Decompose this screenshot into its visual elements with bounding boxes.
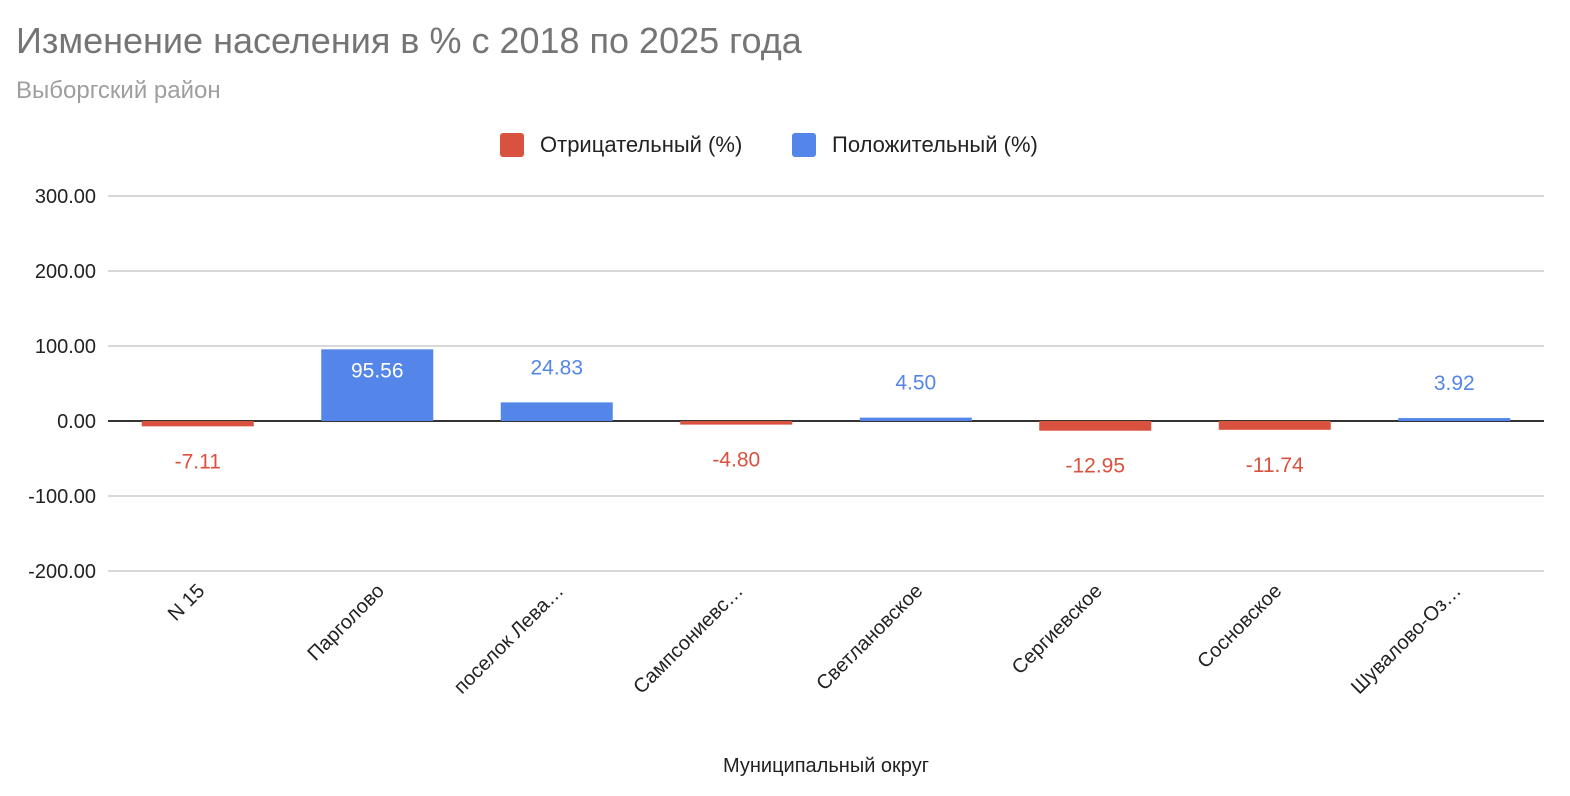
x-tick-label: поселок Лева… (450, 580, 568, 698)
chart-title: Изменение населения в % с 2018 по 2025 г… (16, 20, 803, 61)
x-tick-label: Сампсониевс… (629, 580, 747, 698)
data-label: 95.56 (351, 359, 404, 382)
x-tick-label: Парголово (303, 580, 388, 665)
x-tick-label: Сергиевское (1008, 580, 1107, 679)
x-tick-label: Светлановское (812, 580, 927, 695)
data-label: 4.50 (895, 372, 936, 395)
data-label: 24.83 (530, 356, 583, 379)
bar-positive (859, 417, 972, 421)
legend-label-positive: Положительный (%) (832, 132, 1038, 157)
legend-swatch-negative (500, 133, 524, 157)
y-tick-label: 300.00 (35, 186, 96, 208)
bar-positive (500, 402, 613, 421)
data-label: -7.11 (175, 450, 221, 473)
x-tick-label: Шувалово-Оз… (1347, 580, 1466, 699)
data-label: 3.92 (1434, 372, 1475, 395)
y-tick-label: 200.00 (35, 261, 96, 283)
x-axis-title: Муниципальный округ (723, 755, 929, 777)
legend: Отрицательный (%) Положительный (%) (500, 132, 1038, 157)
y-tick-label: 100.00 (35, 336, 96, 358)
legend-label-negative: Отрицательный (%) (540, 132, 742, 157)
x-tick-label: N 15 (164, 580, 209, 625)
bar-negative (1218, 421, 1331, 430)
bar-positive (1398, 418, 1511, 421)
bar-negative (680, 421, 793, 425)
bar-negative (141, 421, 254, 427)
chart-subtitle: Выборгский район (16, 77, 221, 104)
y-tick-label: 0.00 (57, 411, 96, 433)
bar-positive (321, 349, 434, 421)
y-tick-label: -200.00 (28, 561, 96, 583)
data-label: -11.74 (1246, 454, 1304, 477)
legend-swatch-positive (792, 133, 816, 157)
x-tick-label: Сосновское (1193, 580, 1286, 673)
data-label: -12.95 (1065, 455, 1125, 478)
y-tick-label: -100.00 (28, 486, 96, 508)
bar-negative (1039, 421, 1152, 431)
data-label: -4.80 (712, 449, 760, 472)
